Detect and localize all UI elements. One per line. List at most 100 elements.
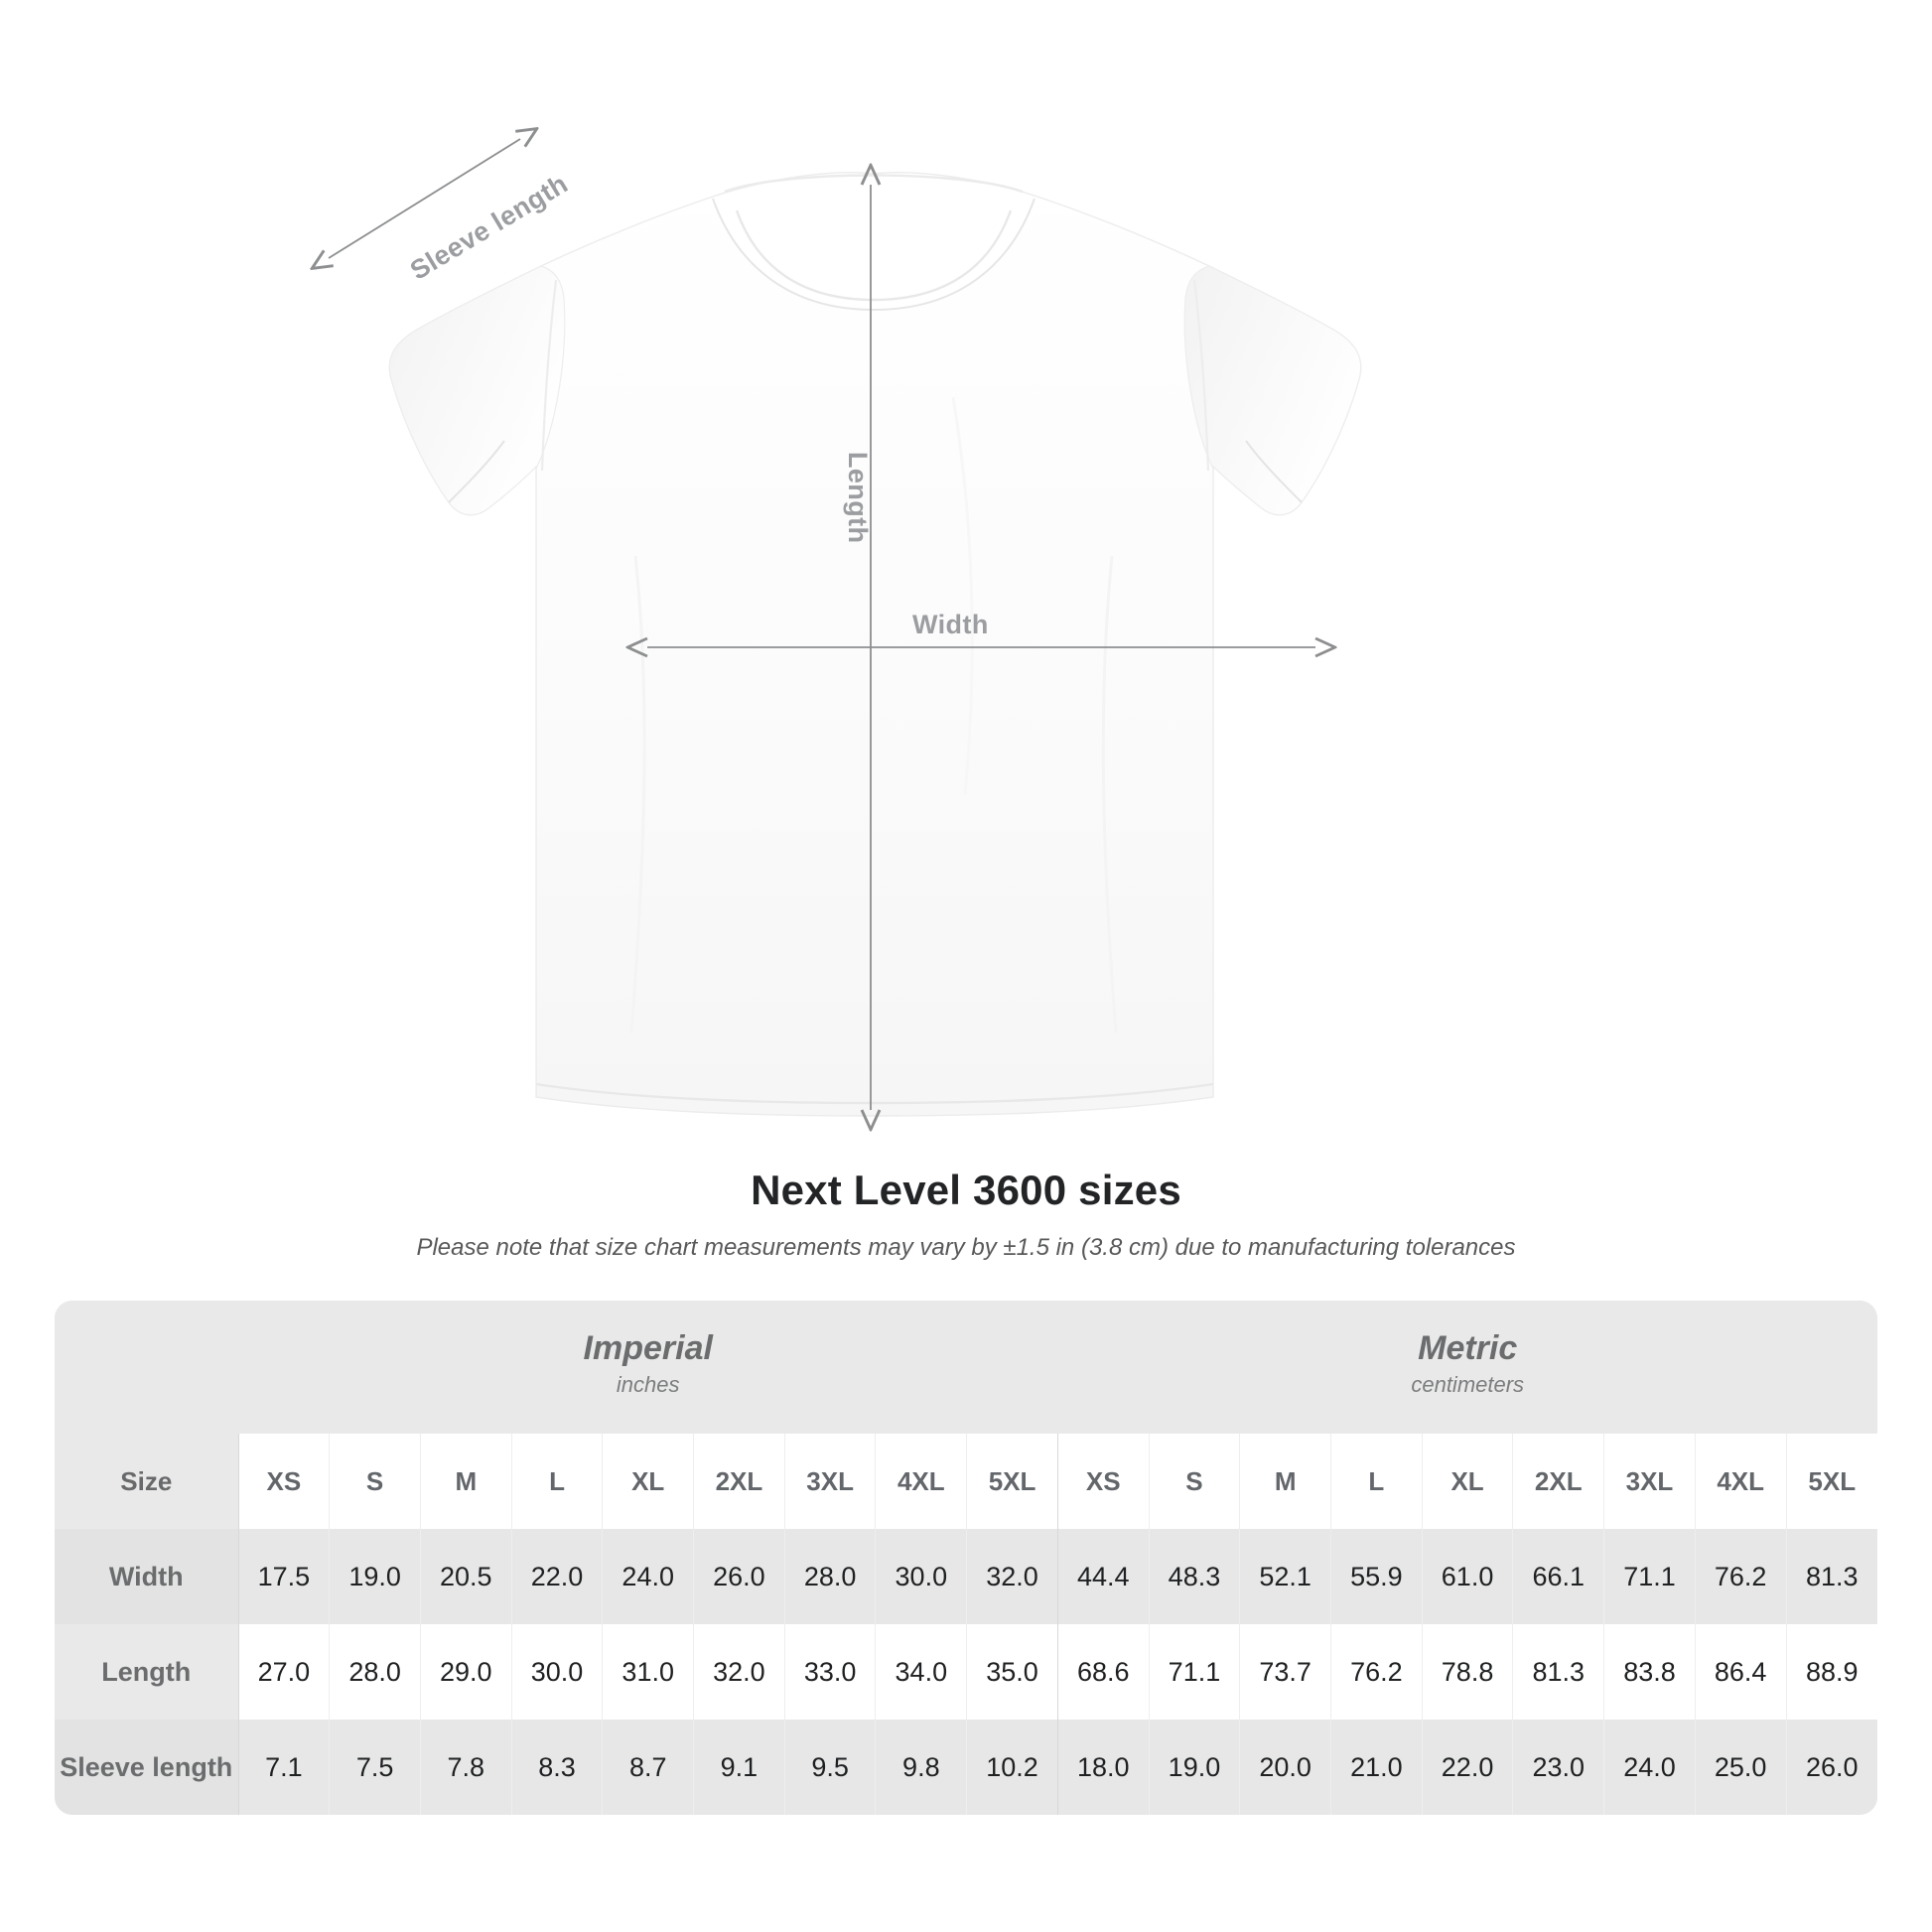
row-label-length: Length	[55, 1624, 239, 1720]
cell-sleeve-metric-5xl: 26.0	[1785, 1720, 1877, 1815]
cell-length-imperial-4xl: 34.0	[875, 1624, 967, 1720]
cell-sleeve-metric-2xl: 23.0	[1512, 1720, 1604, 1815]
size-header-metric-3xl: 3XL	[1603, 1434, 1696, 1529]
unit-banner-spacer	[55, 1301, 239, 1434]
size-header-imperial-xs: XS	[237, 1434, 330, 1529]
cell-width-metric-l: 55.9	[1330, 1529, 1423, 1624]
cell-length-metric-l: 76.2	[1330, 1624, 1423, 1720]
cell-sleeve-imperial-s: 7.5	[329, 1720, 421, 1815]
size-header-imperial-5xl: 5XL	[966, 1434, 1058, 1529]
cell-sleeve-metric-m: 20.0	[1239, 1720, 1331, 1815]
size-header-metric-m: M	[1239, 1434, 1331, 1529]
cell-width-imperial-4xl: 30.0	[875, 1529, 967, 1624]
size-header-metric-xs: XS	[1056, 1434, 1150, 1529]
cell-length-metric-xs: 68.6	[1056, 1624, 1150, 1720]
cell-length-imperial-s: 28.0	[329, 1624, 421, 1720]
width-dimension-label: Width	[912, 610, 989, 639]
size-header-imperial-3xl: 3XL	[783, 1434, 876, 1529]
cell-width-metric-2xl: 66.1	[1512, 1529, 1604, 1624]
unit-group-imperial-sub: inches	[616, 1372, 680, 1398]
cell-width-metric-4xl: 76.2	[1694, 1529, 1787, 1624]
tshirt-shape	[388, 172, 1362, 1117]
length-dimension-label: Length	[843, 452, 873, 544]
cell-sleeve-metric-4xl: 25.0	[1694, 1720, 1787, 1815]
cell-width-imperial-3xl: 28.0	[783, 1529, 876, 1624]
cell-sleeve-metric-xs: 18.0	[1056, 1720, 1150, 1815]
cell-sleeve-metric-xl: 22.0	[1421, 1720, 1513, 1815]
cell-length-imperial-m: 29.0	[419, 1624, 512, 1720]
table-row: Length 27.0 28.0 29.0 30.0 31.0 32.0 33.…	[55, 1624, 1877, 1720]
size-header-metric-l: L	[1330, 1434, 1423, 1529]
cell-length-imperial-l: 30.0	[510, 1624, 603, 1720]
size-header-imperial-xl: XL	[602, 1434, 694, 1529]
size-header-metric-xl: XL	[1421, 1434, 1513, 1529]
cell-length-metric-m: 73.7	[1239, 1624, 1331, 1720]
size-header-metric-2xl: 2XL	[1512, 1434, 1604, 1529]
dimension-lines	[329, 139, 1315, 1110]
cell-width-imperial-l: 22.0	[510, 1529, 603, 1624]
cell-sleeve-imperial-xl: 8.7	[602, 1720, 694, 1815]
cell-length-metric-5xl: 88.9	[1785, 1624, 1877, 1720]
cell-sleeve-imperial-xs: 7.1	[237, 1720, 330, 1815]
size-header-metric-5xl: 5XL	[1785, 1434, 1877, 1529]
cell-sleeve-metric-l: 21.0	[1330, 1720, 1423, 1815]
cell-length-metric-2xl: 81.3	[1512, 1624, 1604, 1720]
cell-sleeve-imperial-5xl: 10.2	[966, 1720, 1058, 1815]
size-header-row: Size XS S M L XL 2XL 3XL 4XL 5XL XS S M …	[55, 1434, 1877, 1529]
size-header-imperial-s: S	[329, 1434, 421, 1529]
row-label-width: Width	[55, 1529, 239, 1624]
sleeve-length-arrow	[329, 139, 520, 258]
unit-group-metric-sub: centimeters	[1411, 1372, 1525, 1398]
unit-group-imperial-name: Imperial	[583, 1328, 713, 1367]
cell-width-imperial-m: 20.5	[419, 1529, 512, 1624]
table-row: Sleeve length 7.1 7.5 7.8 8.3 8.7 9.1 9.…	[55, 1720, 1877, 1815]
size-header-imperial-2xl: 2XL	[693, 1434, 785, 1529]
cell-width-imperial-5xl: 32.0	[966, 1529, 1058, 1624]
table-row: Width 17.5 19.0 20.5 22.0 24.0 26.0 28.0…	[55, 1529, 1877, 1624]
cell-length-metric-s: 71.1	[1148, 1624, 1240, 1720]
size-header-imperial-l: L	[510, 1434, 603, 1529]
cell-width-imperial-s: 19.0	[329, 1529, 421, 1624]
cell-length-metric-3xl: 83.8	[1603, 1624, 1696, 1720]
size-table-container: Imperial inches Metric centimeters Size …	[55, 1301, 1877, 1815]
cell-width-metric-m: 52.1	[1239, 1529, 1331, 1624]
cell-width-imperial-xs: 17.5	[237, 1529, 330, 1624]
cell-length-metric-4xl: 86.4	[1694, 1624, 1787, 1720]
cell-sleeve-imperial-2xl: 9.1	[693, 1720, 785, 1815]
cell-length-imperial-3xl: 33.0	[783, 1624, 876, 1720]
size-table: Imperial inches Metric centimeters Size …	[55, 1301, 1877, 1815]
cell-length-imperial-xs: 27.0	[237, 1624, 330, 1720]
unit-group-metric: Metric centimeters	[1057, 1301, 1877, 1434]
tshirt-illustration	[0, 0, 1362, 1152]
cell-width-metric-5xl: 81.3	[1785, 1529, 1877, 1624]
cell-width-metric-xl: 61.0	[1421, 1529, 1513, 1624]
size-header-metric-s: S	[1148, 1434, 1240, 1529]
unit-banner-row: Imperial inches Metric centimeters	[55, 1301, 1877, 1434]
cell-sleeve-imperial-3xl: 9.5	[783, 1720, 876, 1815]
garment-diagram: Width Length Sleeve length	[0, 0, 1362, 1152]
size-header-imperial-m: M	[419, 1434, 512, 1529]
cell-length-imperial-2xl: 32.0	[693, 1624, 785, 1720]
cell-width-metric-xs: 44.4	[1056, 1529, 1150, 1624]
cell-sleeve-imperial-m: 7.8	[419, 1720, 512, 1815]
cell-sleeve-metric-s: 19.0	[1148, 1720, 1240, 1815]
cell-length-metric-xl: 78.8	[1421, 1624, 1513, 1720]
tolerance-note: Please note that size chart measurements…	[416, 1234, 1516, 1261]
cell-sleeve-metric-3xl: 24.0	[1603, 1720, 1696, 1815]
cell-sleeve-imperial-4xl: 9.8	[875, 1720, 967, 1815]
unit-group-metric-name: Metric	[1418, 1328, 1518, 1367]
cell-width-metric-s: 48.3	[1148, 1529, 1240, 1624]
cell-length-imperial-xl: 31.0	[602, 1624, 694, 1720]
page-title: Next Level 3600 sizes	[751, 1167, 1181, 1213]
cell-length-imperial-5xl: 35.0	[966, 1624, 1058, 1720]
unit-group-imperial: Imperial inches	[238, 1301, 1058, 1434]
cell-sleeve-imperial-l: 8.3	[510, 1720, 603, 1815]
size-header-imperial-4xl: 4XL	[875, 1434, 967, 1529]
size-header-metric-4xl: 4XL	[1694, 1434, 1787, 1529]
row-label-sleeve-length: Sleeve length	[55, 1720, 239, 1815]
cell-width-metric-3xl: 71.1	[1603, 1529, 1696, 1624]
size-header-label: Size	[55, 1434, 239, 1529]
cell-width-imperial-2xl: 26.0	[693, 1529, 785, 1624]
cell-width-imperial-xl: 24.0	[602, 1529, 694, 1624]
